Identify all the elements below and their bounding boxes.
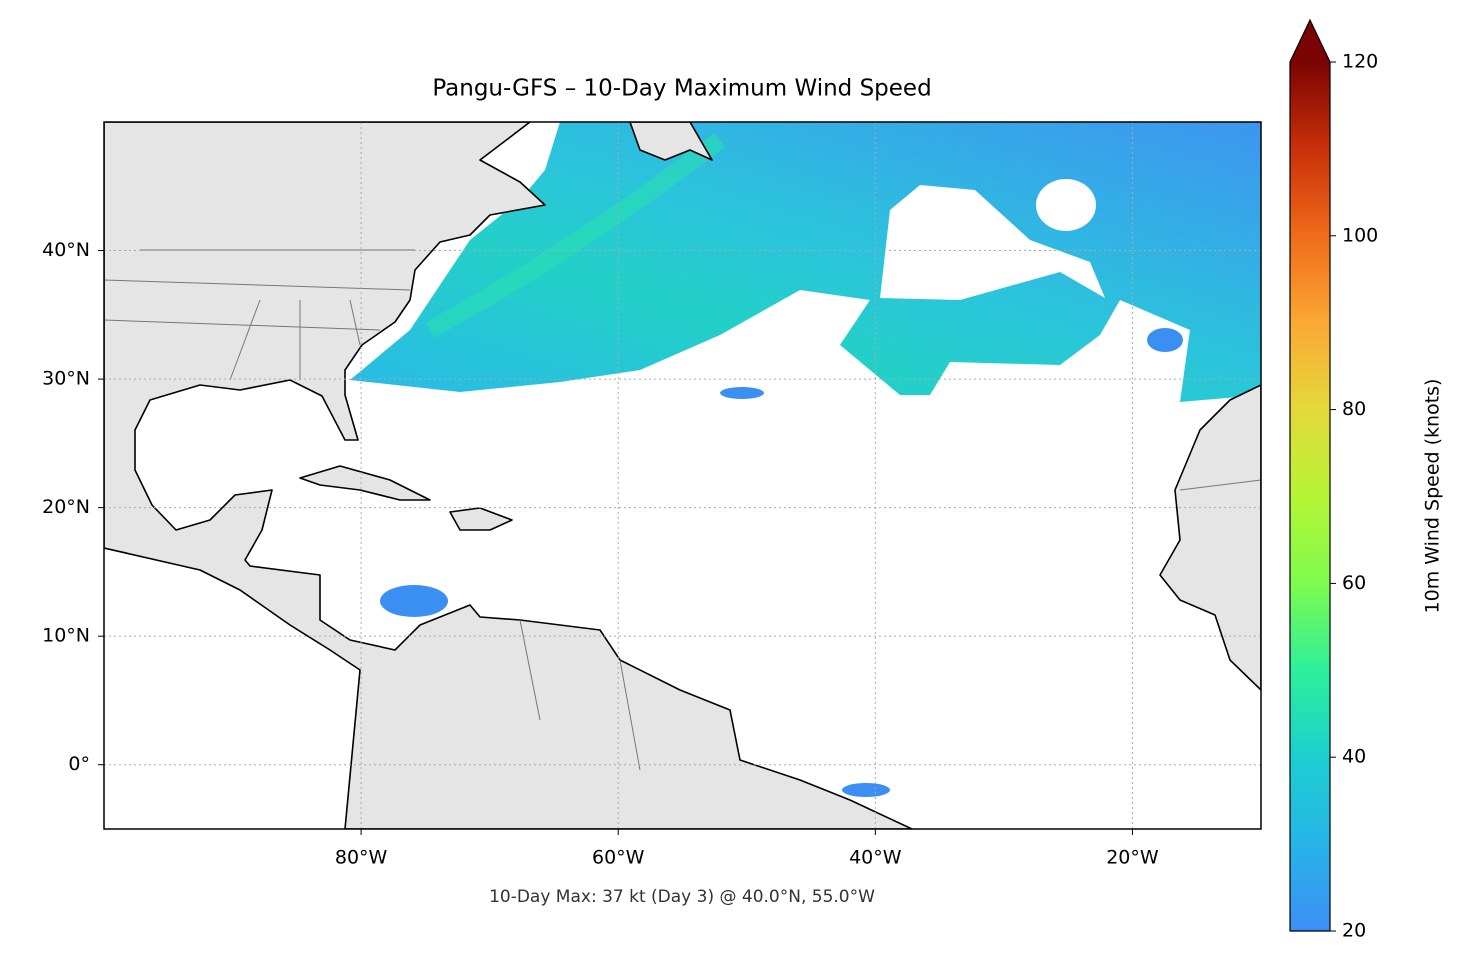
wind-patch bbox=[842, 783, 890, 797]
wind-patch bbox=[720, 387, 764, 399]
y-tick-label: 10°N bbox=[42, 625, 90, 647]
colorbar-tick-label: 80 bbox=[1342, 398, 1366, 420]
borders bbox=[104, 249, 1261, 771]
annotation: 10-Day Max: 37 kt (Day 3) @ 40.0°N, 55.0… bbox=[489, 887, 875, 907]
map bbox=[104, 122, 1261, 829]
colorbar-extend bbox=[1290, 20, 1330, 62]
wind-patch bbox=[1147, 328, 1183, 352]
x-tick-label: 60°W bbox=[592, 847, 645, 869]
colorbar-tick-label: 60 bbox=[1342, 572, 1366, 594]
x-tick-label: 80°W bbox=[335, 847, 388, 869]
x-tick-label: 40°W bbox=[849, 847, 902, 869]
land-cuba bbox=[299, 465, 431, 501]
colorbar-tick-label: 120 bbox=[1342, 51, 1378, 73]
land-americas bbox=[104, 122, 913, 829]
plot-frame bbox=[103, 121, 1262, 830]
y-tick-label: 30°N bbox=[42, 368, 90, 390]
y-tick-label: 0° bbox=[68, 753, 90, 775]
chart-title: Pangu-GFS – 10-Day Maximum Wind Speed bbox=[432, 76, 931, 102]
wind-patch bbox=[380, 585, 448, 617]
land-newfoundland bbox=[629, 122, 713, 161]
land-africa bbox=[1159, 384, 1261, 691]
colorbar bbox=[1290, 62, 1330, 931]
colorbar-tick-label: 100 bbox=[1342, 224, 1378, 246]
x-tick-label: 20°W bbox=[1106, 847, 1159, 869]
colorbar-tick-label: 40 bbox=[1342, 746, 1366, 768]
calm-area bbox=[1036, 179, 1096, 231]
colorbar-tick-label: 20 bbox=[1342, 920, 1366, 942]
y-tick-label: 40°N bbox=[42, 239, 90, 261]
land-hispaniola bbox=[449, 507, 513, 531]
colorbar-frame bbox=[1289, 18, 1331, 932]
wind-field bbox=[350, 122, 1261, 402]
wind-streak bbox=[425, 132, 726, 338]
colorbar-label: 10m Wind Speed (knots) bbox=[1422, 379, 1444, 614]
y-tick-label: 20°N bbox=[42, 496, 90, 518]
calm-area bbox=[880, 185, 1105, 300]
